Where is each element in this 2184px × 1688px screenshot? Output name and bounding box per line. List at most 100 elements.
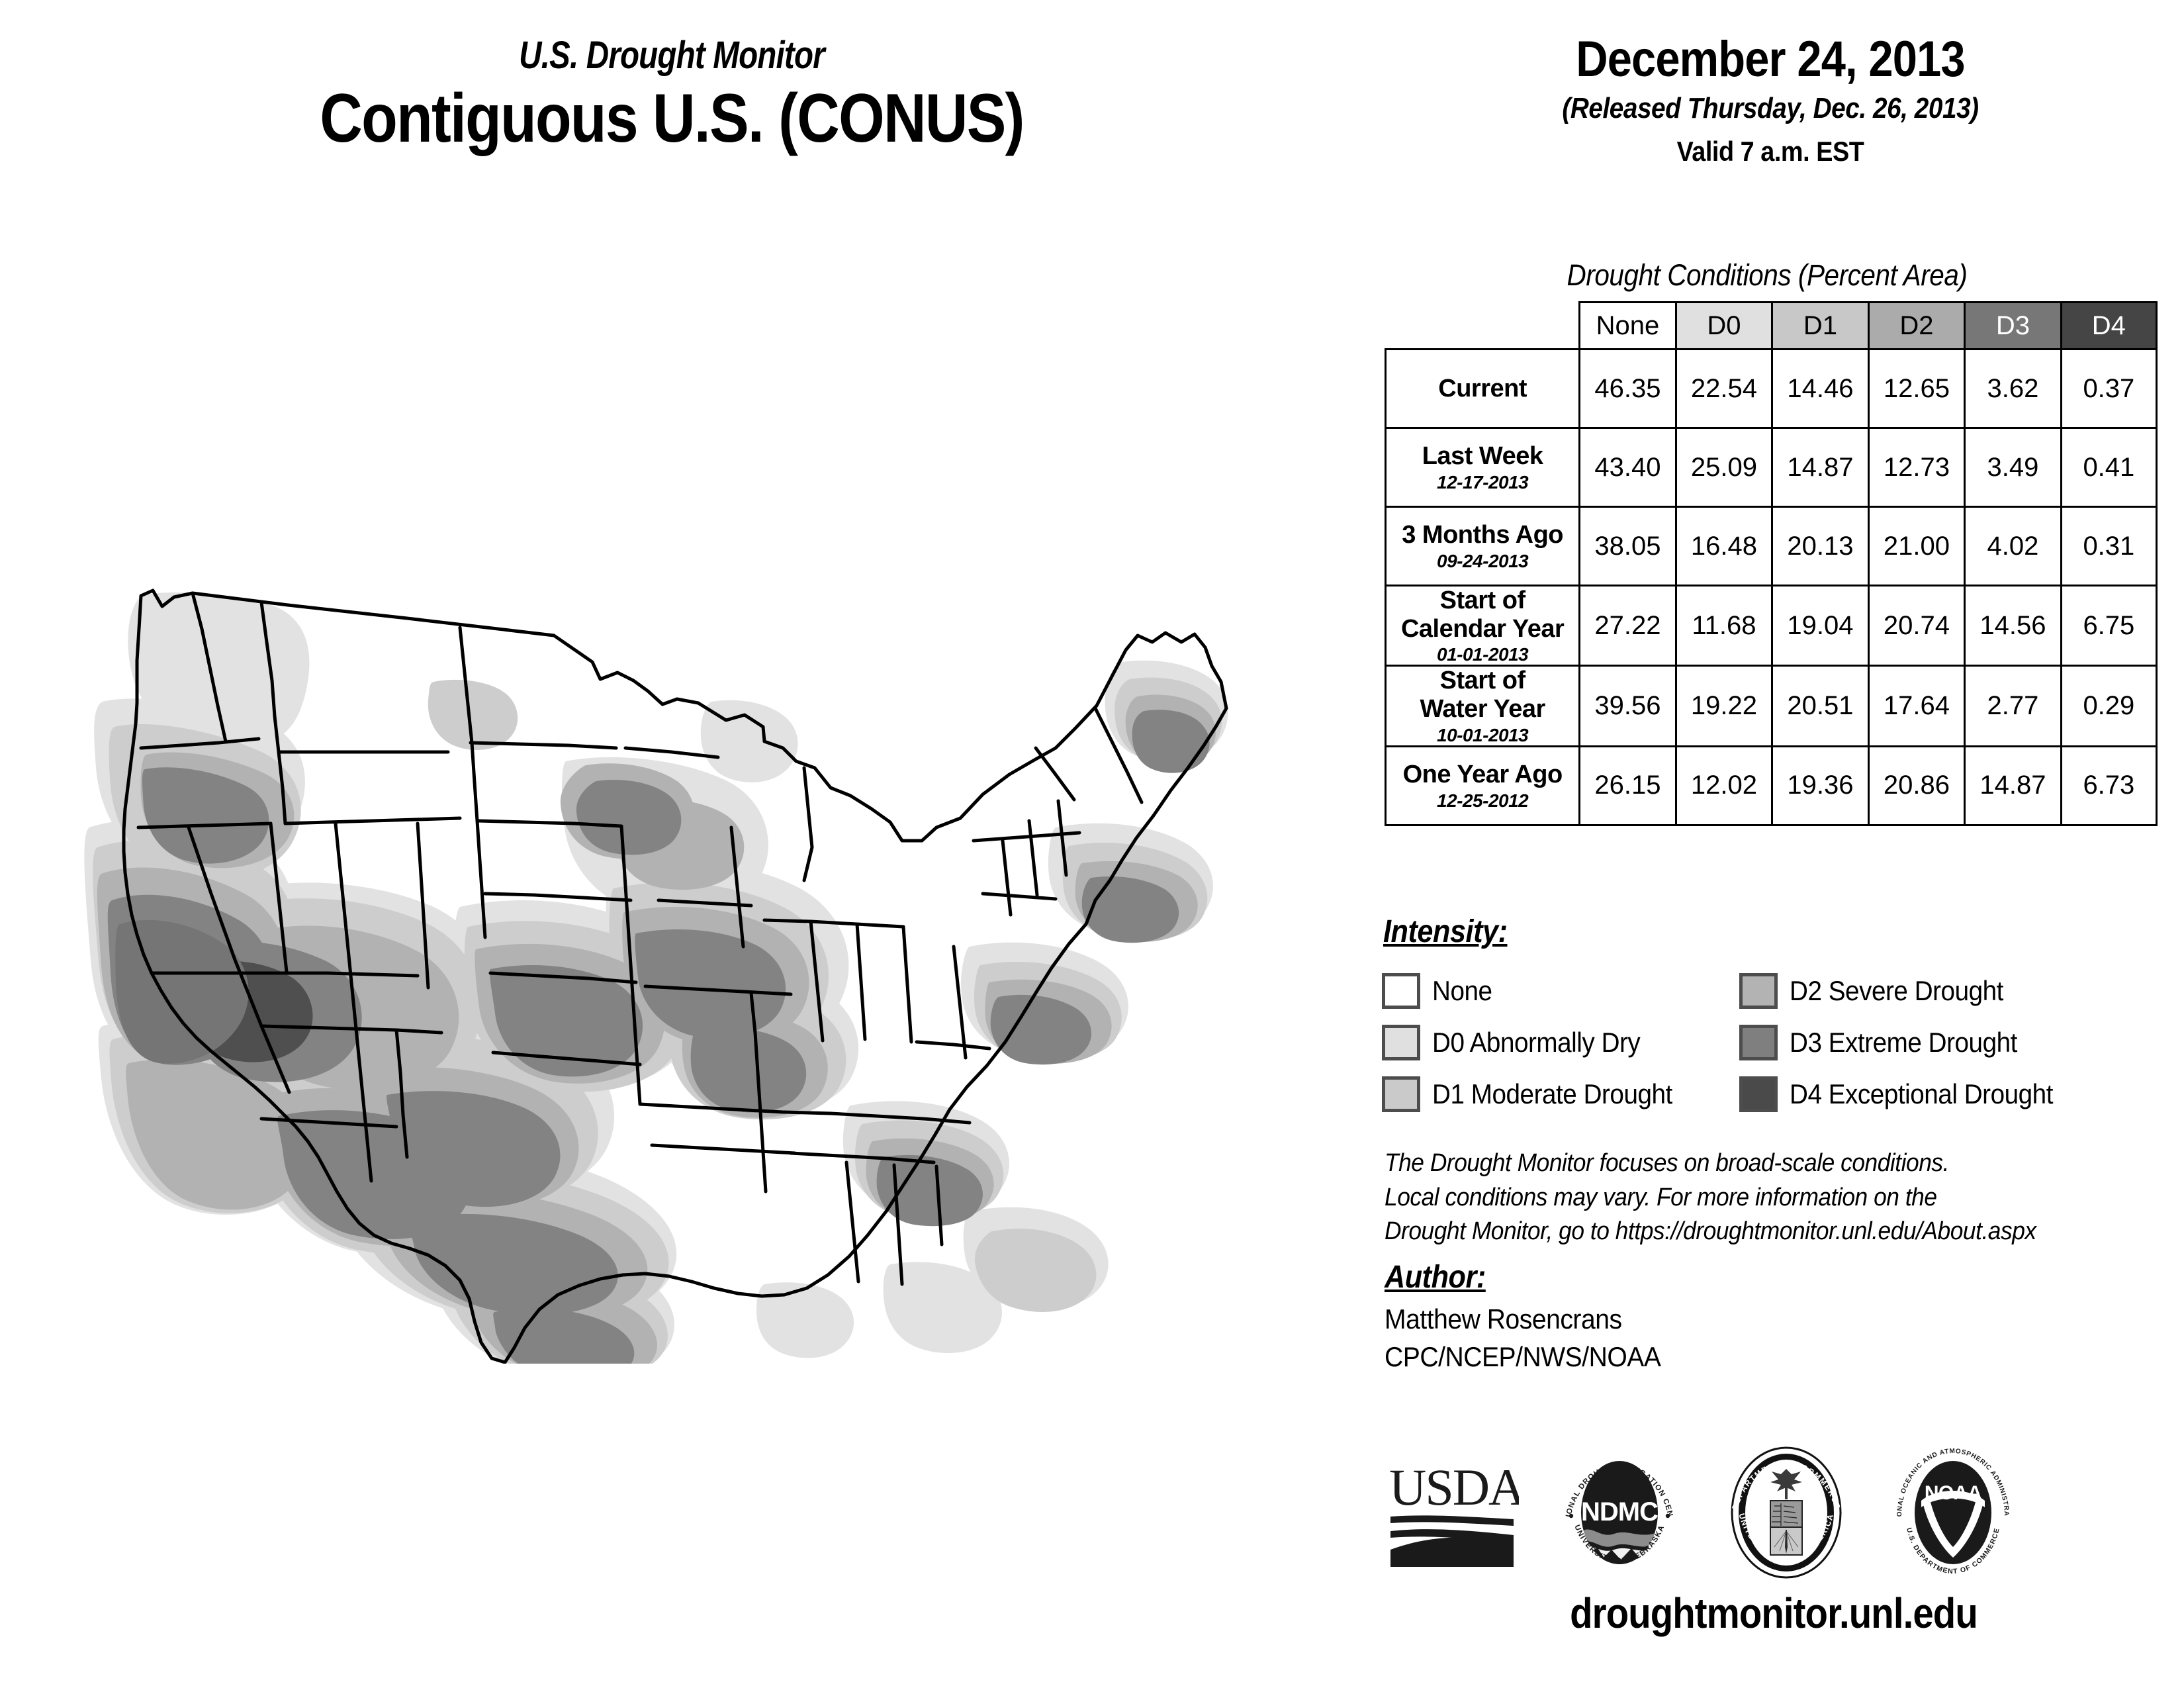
table-caption: Drought Conditions (Percent Area)	[1567, 258, 1968, 292]
cell-oneyear-none: 26.15	[1578, 745, 1677, 826]
legend-label-none: None	[1432, 975, 1492, 1006]
row-name-line2: Calendar Year	[1400, 614, 1565, 643]
column-header-d0: D0	[1674, 301, 1774, 350]
disclaimer-line-1: The Drought Monitor focuses on broad-sca…	[1385, 1149, 1949, 1177]
cell-3months-d0: 16.48	[1674, 506, 1774, 586]
swatch-d3-icon	[1739, 1025, 1778, 1060]
site-url: droughtmonitor.unl.edu	[1570, 1589, 1978, 1637]
row-label-last-week: Last Week 12-17-2013	[1384, 427, 1581, 508]
legend-item-d4: D4 Exceptional Drought	[1739, 1076, 2090, 1112]
author-block: Matthew Rosencrans CPC/NCEP/NWS/NOAA	[1385, 1301, 1661, 1376]
page-title: Contiguous U.S. (CONUS)	[320, 80, 1024, 157]
swatch-none-icon	[1382, 973, 1420, 1009]
doc-seal: DEPARTMENT OF COMMERCE UNITED STATES OF …	[1720, 1446, 1852, 1579]
legend-item-d2: D2 Severe Drought	[1739, 973, 2090, 1009]
cell-oneyear-d3: 14.87	[1964, 745, 2062, 826]
cell-oneyear-d1: 19.36	[1771, 745, 1870, 826]
svg-text:USDA: USDA	[1389, 1458, 1519, 1516]
legend-label-d2: D2 Severe Drought	[1790, 975, 2003, 1006]
cell-3months-none: 38.05	[1578, 506, 1677, 586]
cell-3months-d3: 4.02	[1964, 506, 2062, 586]
cell-calyear-none: 27.22	[1578, 584, 1677, 667]
svg-text:NDMC: NDMC	[1581, 1497, 1658, 1526]
usda-logo: USDA	[1387, 1453, 1519, 1572]
table-row: 3 Months Ago 09-24-2013 38.05 16.48 20.1…	[1384, 506, 2158, 586]
cell-lastweek-none: 43.40	[1578, 427, 1677, 508]
row-name: Last Week	[1422, 442, 1543, 471]
drought-map-svg	[84, 588, 1228, 1364]
cell-lastweek-d3: 3.49	[1964, 427, 2062, 508]
cell-current-d3: 3.62	[1964, 348, 2062, 429]
cell-wateryear-d2: 17.64	[1867, 665, 1966, 747]
legend-item-d1: D1 Moderate Drought	[1382, 1076, 1733, 1112]
row-date: 12-17-2013	[1437, 471, 1529, 492]
row-name: 3 Months Ago	[1402, 521, 1564, 549]
cell-current-d0: 22.54	[1674, 348, 1774, 429]
cell-wateryear-none: 39.56	[1578, 665, 1677, 747]
cell-calyear-d2: 20.74	[1867, 584, 1966, 667]
ndmc-logo: NDMC NATIONAL DROUGHT MITIGATION CENTER …	[1553, 1446, 1686, 1579]
legend-label-d1: D1 Moderate Drought	[1432, 1078, 1672, 1109]
legend-label-d3: D3 Extreme Drought	[1790, 1027, 2017, 1058]
cell-current-d2: 12.65	[1867, 348, 1966, 429]
date-block: December 24, 2013 (Released Thursday, De…	[1390, 33, 2151, 167]
valid-date: December 24, 2013	[1576, 31, 1965, 87]
cell-oneyear-d2: 20.86	[1867, 745, 1966, 826]
cell-wateryear-d4: 0.29	[2060, 665, 2158, 747]
row-name-line1: Start of	[1439, 586, 1526, 614]
row-date: 12-25-2012	[1437, 790, 1529, 811]
column-header-d1: D1	[1771, 301, 1870, 350]
cell-3months-d2: 21.00	[1867, 506, 1966, 586]
row-label-one-year-ago: One Year Ago 12-25-2012	[1384, 745, 1581, 826]
cell-oneyear-d0: 12.02	[1674, 745, 1774, 826]
row-name-line2: Water Year	[1420, 695, 1545, 723]
cell-calyear-d4: 6.75	[2060, 584, 2158, 667]
cell-current-d1: 14.46	[1771, 348, 1870, 429]
map-subtitle: U.S. Drought Monitor	[519, 34, 825, 77]
legend-label-d4: D4 Exceptional Drought	[1790, 1078, 2053, 1109]
cell-lastweek-d2: 12.73	[1867, 427, 1966, 508]
svg-text:NOAA: NOAA	[1925, 1482, 1981, 1504]
table-row: Current 46.35 22.54 14.46 12.65 3.62 0.3…	[1384, 348, 2158, 429]
table-row: One Year Ago 12-25-2012 26.15 12.02 19.3…	[1384, 745, 2158, 826]
row-label-3-months-ago: 3 Months Ago 09-24-2013	[1384, 506, 1581, 586]
swatch-d1-icon	[1382, 1076, 1420, 1112]
release-date: (Released Thursday, Dec. 26, 2013)	[1562, 91, 1979, 124]
row-name: Current	[1438, 374, 1527, 402]
row-date: 09-24-2013	[1437, 550, 1529, 571]
row-label-start-of-water-year: Start of Water Year 10-01-2013	[1384, 665, 1581, 747]
row-label-start-of-calendar-year: Start of Calendar Year 01-01-2013	[1384, 584, 1581, 667]
legend-row: None D2 Severe Drought	[1382, 965, 2163, 1017]
column-header-d4: D4	[2060, 301, 2158, 350]
table-row: Start of Calendar Year 01-01-2013 27.22 …	[1384, 584, 2158, 667]
row-date: 01-01-2013	[1437, 644, 1529, 665]
cell-calyear-d3: 14.56	[1964, 584, 2062, 667]
table-header-row: None D0 D1 D2 D3 D4	[1385, 301, 2158, 350]
row-label-current: Current	[1384, 348, 1581, 429]
cell-wateryear-d3: 2.77	[1964, 665, 2062, 747]
row-name: One Year Ago	[1402, 760, 1563, 788]
swatch-d0-icon	[1382, 1025, 1420, 1060]
cell-wateryear-d1: 20.51	[1771, 665, 1870, 747]
cell-lastweek-d1: 14.87	[1771, 427, 1870, 508]
intensity-heading: Intensity:	[1383, 914, 1508, 949]
swatch-d2-icon	[1739, 973, 1778, 1009]
legend-row: D1 Moderate Drought D4 Exceptional Droug…	[1382, 1068, 2163, 1120]
map-title-block: U.S. Drought Monitor Contiguous U.S. (CO…	[79, 34, 1264, 157]
swatch-d4-icon	[1739, 1076, 1778, 1112]
drought-map	[63, 549, 1300, 1364]
column-header-d3: D3	[1964, 301, 2062, 350]
map-drought-shading	[84, 592, 1228, 1364]
author-name: Matthew Rosencrans	[1385, 1303, 1622, 1335]
cell-current-d4: 0.37	[2060, 348, 2158, 429]
cell-calyear-d1: 19.04	[1771, 584, 1870, 667]
ndmc-logo-icon: NDMC NATIONAL DROUGHT MITIGATION CENTER …	[1553, 1446, 1674, 1565]
table-row: Last Week 12-17-2013 43.40 25.09 14.87 1…	[1384, 427, 2158, 508]
disclaimer-line-3: Drought Monitor, go to https://droughtmo…	[1385, 1217, 2036, 1246]
cell-3months-d4: 0.31	[2060, 506, 2158, 586]
legend-item-d0: D0 Abnormally Dry	[1382, 1025, 1733, 1060]
table-row: Start of Water Year 10-01-2013 39.56 19.…	[1384, 665, 2158, 747]
disclaimer: The Drought Monitor focuses on broad-sca…	[1385, 1147, 2111, 1249]
disclaimer-line-2: Local conditions may vary. For more info…	[1385, 1183, 1937, 1211]
doc-seal-icon: DEPARTMENT OF COMMERCE UNITED STATES OF …	[1730, 1446, 1842, 1579]
